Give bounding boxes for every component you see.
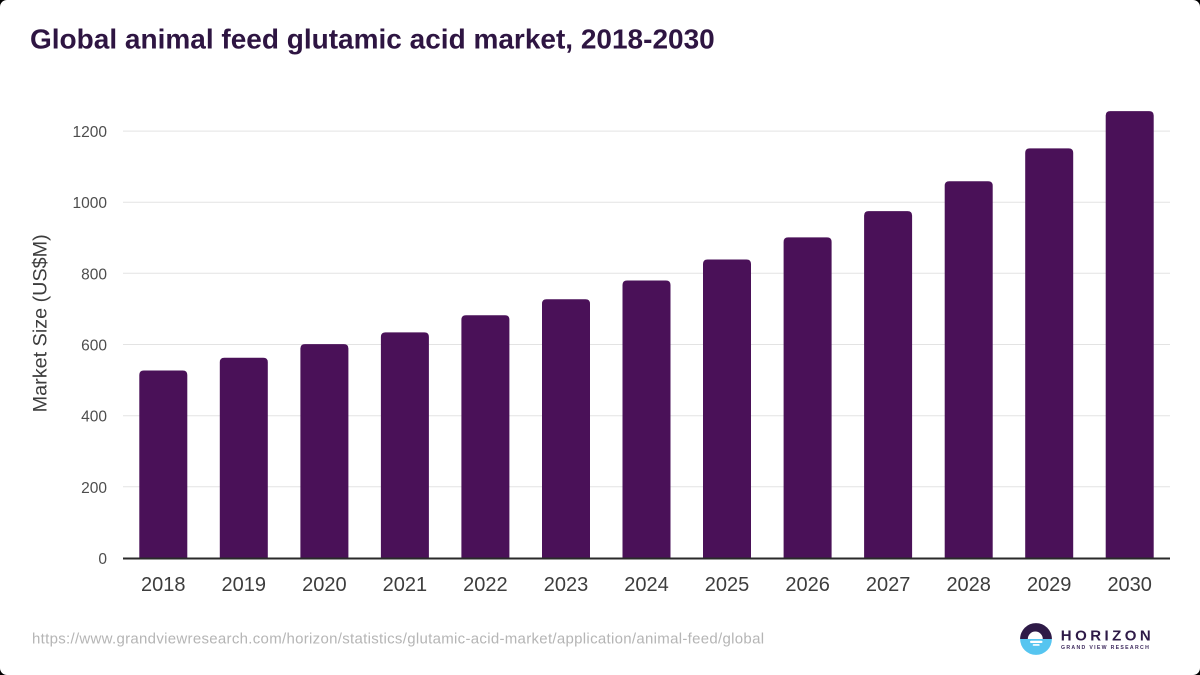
svg-text:2027: 2027 (866, 574, 911, 596)
svg-text:2026: 2026 (785, 574, 830, 596)
svg-text:2021: 2021 (383, 574, 428, 596)
svg-text:600: 600 (81, 338, 107, 355)
svg-text:1200: 1200 (73, 124, 108, 141)
svg-text:HORIZON: HORIZON (1061, 627, 1154, 644)
svg-text:2025: 2025 (705, 574, 750, 596)
svg-text:Market Size (US$M): Market Size (US$M) (29, 234, 51, 412)
svg-text:2022: 2022 (463, 574, 508, 596)
svg-text:GRAND VIEW RESEARCH: GRAND VIEW RESEARCH (1061, 645, 1150, 651)
svg-text:2029: 2029 (1027, 574, 1072, 596)
svg-text:2024: 2024 (624, 574, 669, 596)
svg-text:2018: 2018 (141, 574, 186, 596)
svg-text:https://www.grandviewresearch.: https://www.grandviewresearch.com/horizo… (32, 631, 764, 648)
svg-text:0: 0 (98, 551, 107, 568)
svg-text:Global animal feed glutamic ac: Global animal feed glutamic acid market,… (30, 23, 715, 54)
svg-text:2020: 2020 (302, 574, 347, 596)
svg-text:200: 200 (81, 480, 107, 497)
svg-text:2019: 2019 (222, 574, 267, 596)
svg-text:400: 400 (81, 409, 107, 426)
svg-text:800: 800 (81, 266, 107, 283)
svg-text:1000: 1000 (73, 195, 108, 212)
svg-text:2023: 2023 (544, 574, 589, 596)
svg-text:2028: 2028 (946, 574, 991, 596)
svg-text:2030: 2030 (1107, 574, 1152, 596)
